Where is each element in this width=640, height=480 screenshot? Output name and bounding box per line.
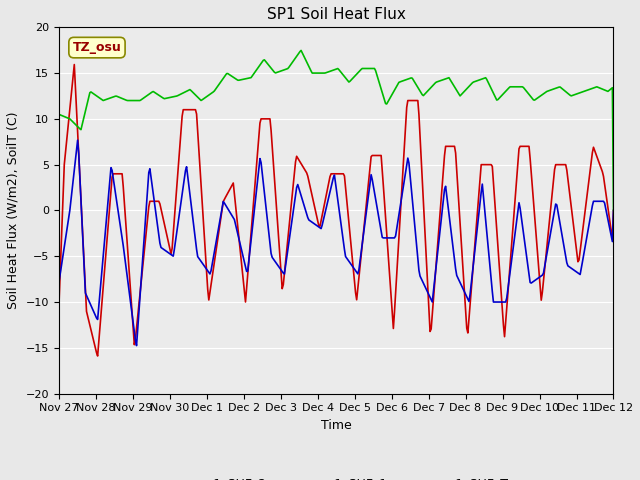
sp1_SHF_2 — [94, 353, 102, 359]
sp1_SHF_1 — [357, 250, 365, 255]
sp1_SHF_1 — [132, 343, 140, 348]
sp1_SHF_T — [386, 95, 394, 101]
Y-axis label: Soil Heat Flux (W/m2), SoilT (C): Soil Heat Flux (W/m2), SoilT (C) — [7, 112, 20, 309]
Line: sp1_SHF_T: sp1_SHF_T — [59, 50, 614, 210]
sp1_SHF_1 — [598, 198, 606, 204]
sp1_SHF_1 — [321, 213, 328, 218]
sp1_SHF_T — [319, 70, 327, 76]
sp1_SHF_2 — [357, 253, 365, 259]
sp1_SHF_2 — [610, 207, 618, 213]
sp1_SHF_T — [356, 68, 364, 73]
Line: sp1_SHF_2: sp1_SHF_2 — [59, 64, 614, 356]
sp1_SHF_T — [297, 48, 305, 53]
sp1_SHF_1 — [610, 207, 618, 213]
sp1_SHF_T — [597, 86, 605, 92]
Title: SP1 Soil Heat Flux: SP1 Soil Heat Flux — [267, 7, 406, 22]
sp1_SHF_2 — [321, 201, 328, 207]
sp1_SHF_2 — [512, 189, 520, 195]
Text: TZ_osu: TZ_osu — [72, 41, 122, 54]
sp1_SHF_2 — [598, 169, 606, 175]
sp1_SHF_T — [511, 84, 518, 90]
sp1_SHF_1 — [55, 281, 63, 287]
sp1_SHF_1 — [387, 235, 395, 241]
sp1_SHF_2 — [55, 308, 63, 314]
Legend: sp1_SHF_2, sp1_SHF_1, sp1_SHF_T: sp1_SHF_2, sp1_SHF_1, sp1_SHF_T — [159, 473, 513, 480]
sp1_SHF_T — [323, 70, 330, 75]
sp1_SHF_2 — [70, 61, 78, 67]
sp1_SHF_2 — [387, 294, 395, 300]
sp1_SHF_1 — [512, 226, 520, 231]
sp1_SHF_1 — [74, 137, 81, 143]
sp1_SHF_T — [55, 111, 63, 117]
X-axis label: Time: Time — [321, 419, 351, 432]
sp1_SHF_2 — [324, 185, 332, 191]
sp1_SHF_1 — [324, 198, 332, 204]
Line: sp1_SHF_1: sp1_SHF_1 — [59, 140, 614, 346]
sp1_SHF_T — [610, 207, 618, 213]
